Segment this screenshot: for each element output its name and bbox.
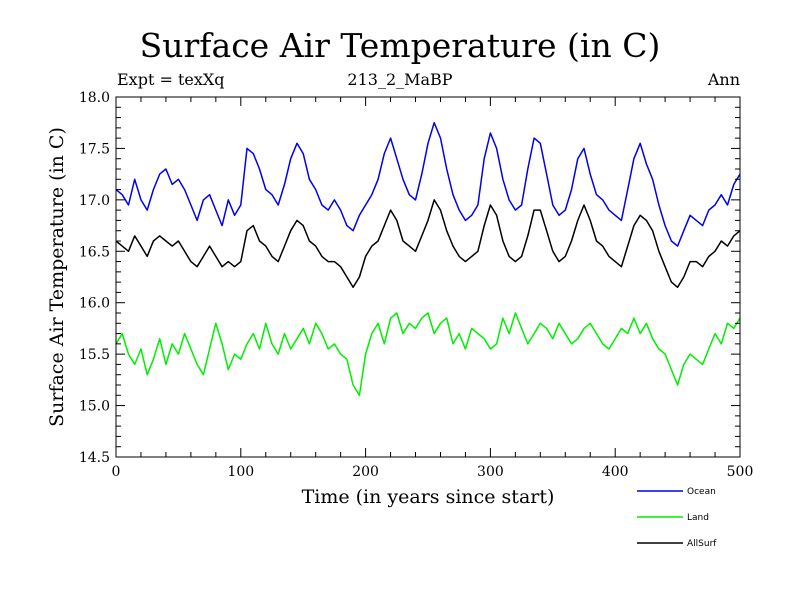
x-tick-label: 500 [727,464,754,480]
x-tick-label: 400 [602,464,629,480]
y-tick-label: 17.0 [79,193,110,209]
tick-layer: 0 100 200 300 400 500 14.5 15.0 15.5 16.0 16.5 17.0… [79,90,754,480]
series-line-allsurf [115,199,741,289]
x-axis-label: Time (in years since start) [302,486,555,508]
season-label: Ann [707,70,740,89]
x-tick-label: 0 [112,464,121,480]
series-layer [115,121,741,397]
y-tick-label: 18.0 [79,90,110,106]
series-line-land [115,312,741,397]
y-tick-label: 14.5 [79,450,110,466]
y-tick-label: 15.5 [79,347,110,363]
x-tick-label: 100 [227,464,254,480]
x-tick-label: 200 [352,464,379,480]
run-label: 213_2_MaBP [347,70,453,89]
chart-title: Surface Air Temperature (in C) [139,26,661,65]
y-axis-label: Surface Air Temperature (in C) [46,127,68,427]
y-tick-label: 16.0 [79,296,110,312]
experiment-label: Expt = texXq [117,70,225,89]
legend: Ocean Land AllSurf [637,487,717,549]
series-line-ocean [115,121,741,247]
y-tick-label: 17.5 [79,141,110,157]
legend-label-allsurf: AllSurf [687,539,717,549]
legend-label-ocean: Ocean [687,487,716,497]
x-tick-label: 300 [477,464,504,480]
plot-frame [115,96,741,458]
y-tick-label: 15.0 [79,399,110,415]
legend-label-land: Land [687,513,709,523]
y-tick-label: 16.5 [79,244,110,260]
